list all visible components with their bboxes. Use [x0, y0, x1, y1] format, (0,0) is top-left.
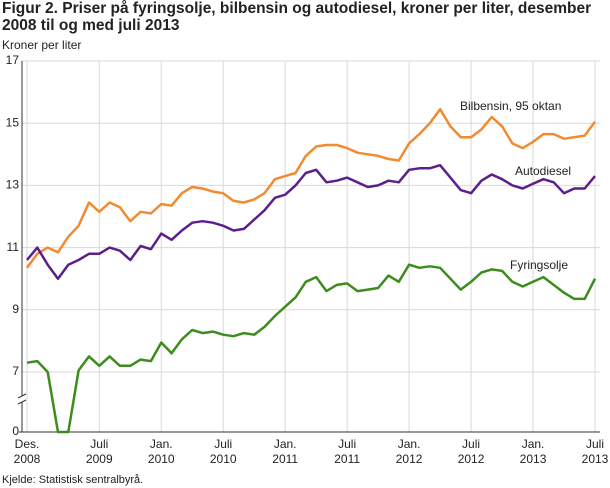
y-tick-label: 7 — [12, 364, 19, 378]
series-label: Autodiesel — [515, 164, 571, 178]
axis-break — [17, 399, 27, 405]
series-label: Bilbensin, 95 oktan — [460, 99, 561, 113]
series-line — [26, 263, 597, 434]
x-tick-label: Juli 2012 — [457, 437, 485, 466]
x-tick-label: Jan. 2011 — [272, 437, 299, 466]
axis-break — [17, 393, 27, 399]
y-tick-label: 17 — [6, 53, 20, 67]
y-tick-label: 13 — [6, 178, 20, 192]
y-tick-label: 0 — [12, 424, 19, 438]
x-tick-label: Juli 2010 — [209, 437, 237, 466]
x-tick-label: Jan. 2012 — [395, 437, 423, 466]
x-tick-label: Jan. 2013 — [519, 437, 547, 466]
y-axis-label: Kroner per liter — [2, 38, 82, 52]
axis-break-gap — [18, 396, 26, 402]
series-label: Fyringsolje — [510, 258, 568, 272]
x-tick-label: Jan. 2010 — [147, 437, 175, 466]
series-line — [26, 163, 596, 280]
y-tick-label: 9 — [12, 302, 19, 316]
chart-title: Figur 2. Priser på fyringsolje, bilbensi… — [2, 0, 592, 34]
series-line — [25, 107, 597, 269]
y-tick-label: 11 — [7, 240, 20, 254]
x-tick-label: Juli 2013 — [581, 437, 609, 466]
x-tick-label: Des. 2008 — [13, 437, 41, 466]
source: Kjelde: Statistisk sentralbyrå. — [2, 474, 144, 486]
x-tick-label: Juli 2011 — [334, 437, 361, 466]
x-tick-label: Juli 2009 — [85, 437, 113, 466]
y-tick-label: 15 — [6, 115, 20, 129]
